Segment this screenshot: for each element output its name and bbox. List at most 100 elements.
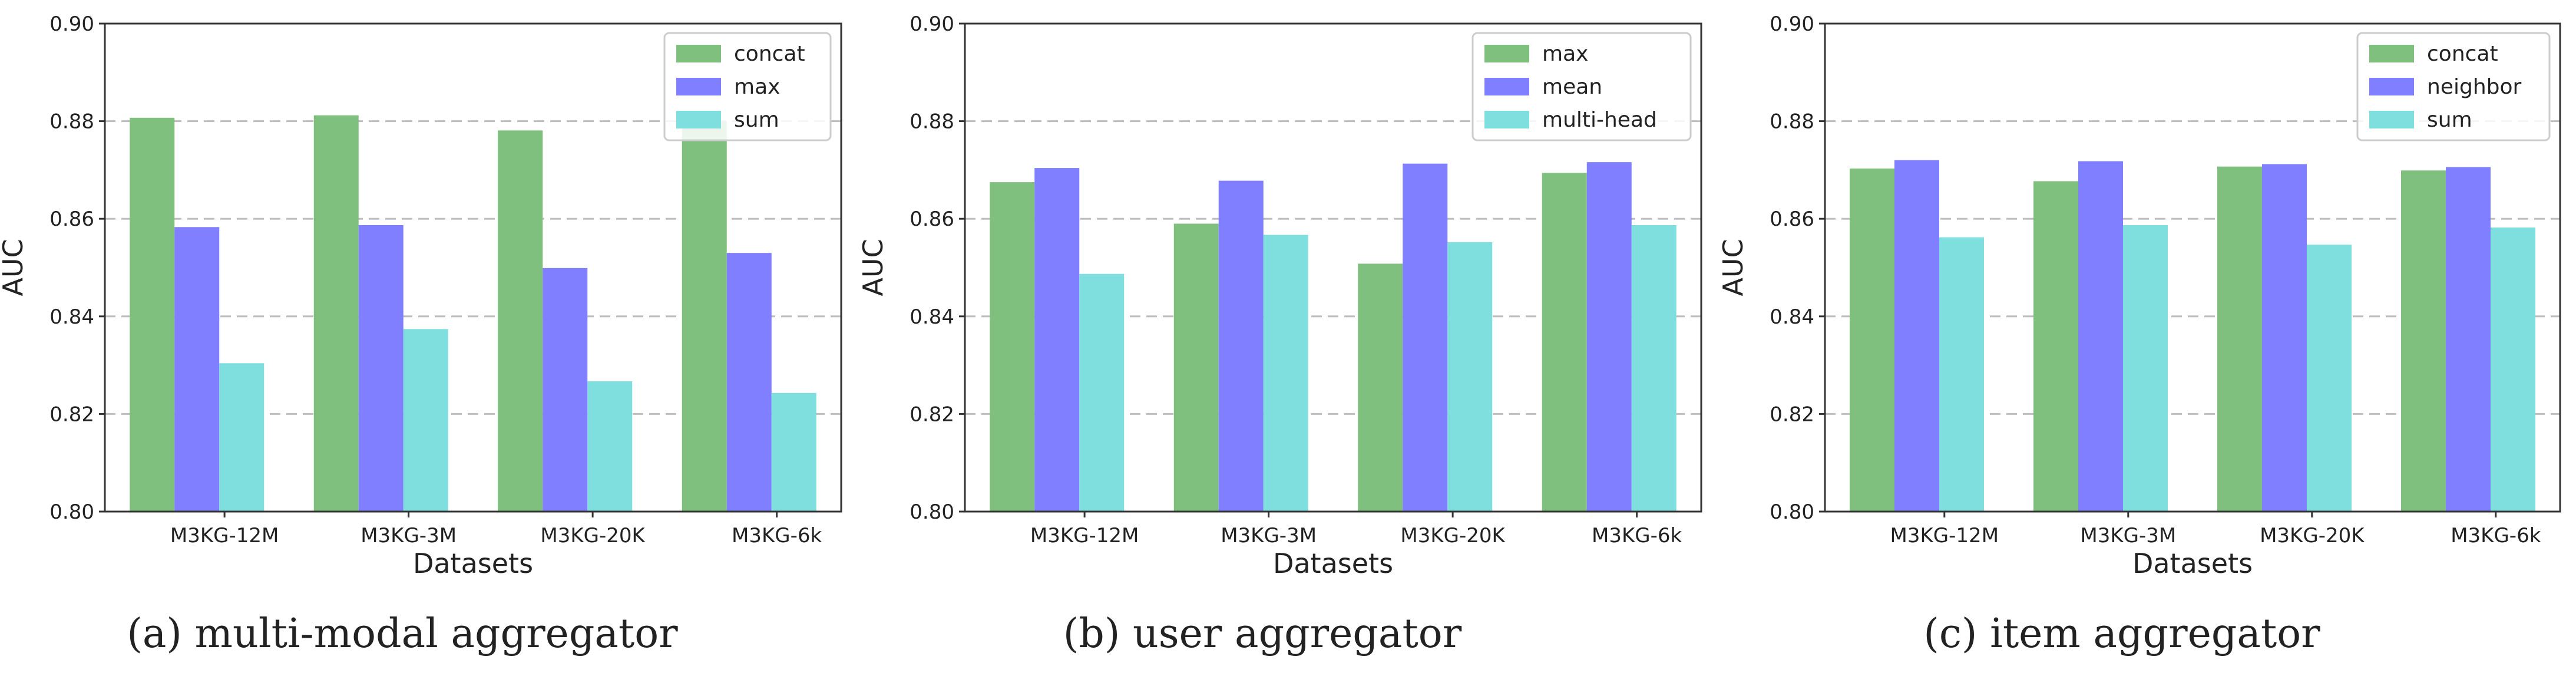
bar-sum-M3KG-20K bbox=[587, 381, 633, 512]
x-tick-label: M3KG-3M bbox=[1221, 524, 1317, 548]
y-tick-label: 0.86 bbox=[910, 207, 954, 231]
bar-sum-M3KG-12M bbox=[1939, 237, 1984, 512]
legend-label-neighbor: neighbor bbox=[2427, 75, 2522, 99]
bar-multi-head-M3KG-20K bbox=[1447, 242, 1493, 512]
y-tick-label: 0.84 bbox=[910, 305, 954, 329]
bar-mean-M3KG-12M bbox=[1034, 168, 1080, 512]
bar-mean-M3KG-6k bbox=[1586, 162, 1632, 512]
y-tick-label: 0.82 bbox=[1770, 403, 1814, 426]
x-axis-title: Datasets bbox=[413, 548, 533, 579]
bar-concat-M3KG-12M bbox=[130, 117, 175, 512]
legend-swatch-max bbox=[676, 78, 721, 95]
y-tick-label: 0.90 bbox=[910, 12, 954, 36]
chart-panel-2: 0.80 0.82 0.84 0.86 0.88 0.90 M3KG-12M M3KG-3M M… bbox=[857, 12, 1702, 657]
x-tick-label: M3KG-20K bbox=[540, 524, 646, 548]
x-tick-label: M3KG-3M bbox=[361, 524, 457, 548]
bar-concat-M3KG-6k bbox=[682, 121, 727, 512]
bar-sum-M3KG-12M bbox=[219, 363, 264, 512]
y-tick-label: 0.80 bbox=[910, 500, 954, 524]
y-tick-label: 0.84 bbox=[1770, 305, 1814, 329]
plot-frame bbox=[104, 22, 842, 513]
legend-label-concat: concat bbox=[2427, 42, 2498, 66]
y-tick-label: 0.86 bbox=[49, 207, 94, 231]
bar-mean-M3KG-20K bbox=[1403, 163, 1448, 512]
legend-swatch-sum bbox=[2369, 111, 2414, 128]
bar-mean-M3KG-3M bbox=[1218, 180, 1264, 512]
legend-label-mean: mean bbox=[1542, 75, 1602, 99]
bar-max-M3KG-20K bbox=[543, 268, 588, 512]
x-tick-label: M3KG-20K bbox=[2260, 524, 2365, 548]
bar-concat-M3KG-3M bbox=[2033, 181, 2078, 512]
bar-sum-M3KG-6k bbox=[771, 393, 816, 512]
bar-concat-M3KG-12M bbox=[1850, 168, 1894, 512]
panel-caption: (b) user aggregator bbox=[1063, 611, 1462, 657]
chart-panel-1: 0.80 0.82 0.84 0.86 0.88 0.90 M3KG-12M M3KG-3M M… bbox=[0, 12, 842, 657]
plot-frame bbox=[964, 22, 1702, 513]
legend-label-max: max bbox=[1542, 42, 1588, 66]
x-tick-label: M3KG-20K bbox=[1400, 524, 1506, 548]
legend-label-multi-head: multi-head bbox=[1542, 108, 1657, 132]
y-tick-label: 0.80 bbox=[49, 500, 94, 524]
y-tick-label: 0.82 bbox=[49, 403, 94, 426]
panel-caption: (c) item aggregator bbox=[1923, 611, 2320, 657]
legend-swatch-neighbor bbox=[2369, 78, 2414, 95]
bar-neighbor-M3KG-20K bbox=[2262, 164, 2307, 512]
panel-caption: (a) multi-modal aggregator bbox=[127, 611, 678, 657]
bar-sum-M3KG-3M bbox=[403, 329, 448, 512]
y-tick-label: 0.90 bbox=[1770, 12, 1814, 36]
bar-max-M3KG-6k bbox=[1542, 173, 1587, 512]
bar-max-M3KG-12M bbox=[990, 182, 1035, 512]
x-tick-label: M3KG-6k bbox=[1592, 524, 1682, 548]
bar-max-M3KG-3M bbox=[1173, 223, 1219, 512]
y-tick-label: 0.90 bbox=[49, 12, 94, 36]
legend-swatch-sum bbox=[676, 111, 721, 128]
bar-concat-M3KG-20K bbox=[2217, 166, 2262, 512]
x-tick-label: M3KG-12M bbox=[1030, 524, 1139, 548]
bar-multi-head-M3KG-6k bbox=[1631, 225, 1676, 512]
y-tick-label: 0.88 bbox=[49, 110, 94, 134]
bar-neighbor-M3KG-6k bbox=[2446, 167, 2491, 512]
y-tick-label: 0.84 bbox=[49, 305, 94, 329]
y-tick-label: 0.86 bbox=[1770, 207, 1814, 231]
y-axis-title: AUC bbox=[857, 239, 889, 296]
bar-sum-M3KG-20K bbox=[2307, 245, 2352, 512]
bar-concat-M3KG-6k bbox=[2401, 170, 2446, 512]
bar-concat-M3KG-3M bbox=[313, 115, 359, 512]
y-axis-title: AUC bbox=[1717, 239, 1749, 296]
bar-neighbor-M3KG-3M bbox=[2078, 161, 2123, 512]
legend-label-concat: concat bbox=[734, 42, 805, 66]
legend-swatch-concat bbox=[676, 45, 721, 62]
bar-sum-M3KG-3M bbox=[2123, 225, 2168, 512]
x-tick-label: M3KG-12M bbox=[170, 524, 279, 548]
legend-label-sum: sum bbox=[734, 108, 779, 132]
bar-max-M3KG-20K bbox=[1358, 263, 1403, 512]
x-tick-label: M3KG-12M bbox=[1890, 524, 1999, 548]
y-axis-title: AUC bbox=[0, 239, 29, 296]
bar-multi-head-M3KG-3M bbox=[1263, 235, 1308, 512]
plot-frame bbox=[1824, 22, 2561, 513]
y-tick-label: 0.82 bbox=[910, 403, 954, 426]
x-tick-label: M3KG-6k bbox=[2451, 524, 2541, 548]
legend-label-sum: sum bbox=[2427, 108, 2472, 132]
x-tick-label: M3KG-3M bbox=[2080, 524, 2176, 548]
y-tick-label: 0.80 bbox=[1770, 500, 1814, 524]
chart-panel-3: 0.80 0.82 0.84 0.86 0.88 0.90 M3KG-12M M3KG-3M M… bbox=[1717, 12, 2561, 657]
bar-max-M3KG-3M bbox=[358, 225, 404, 512]
legend-swatch-max bbox=[1484, 45, 1529, 62]
x-axis-title: Datasets bbox=[2132, 548, 2253, 579]
x-axis-title: Datasets bbox=[1273, 548, 1393, 579]
legend-swatch-multi-head bbox=[1484, 111, 1529, 128]
x-tick-label: M3KG-6k bbox=[732, 524, 822, 548]
bar-neighbor-M3KG-12M bbox=[1894, 160, 1939, 512]
legend-label-max: max bbox=[734, 75, 780, 99]
legend-swatch-concat bbox=[2369, 45, 2414, 62]
legend-swatch-mean bbox=[1484, 78, 1529, 95]
bar-concat-M3KG-20K bbox=[498, 130, 543, 512]
bar-max-M3KG-12M bbox=[174, 227, 220, 512]
bar-max-M3KG-6k bbox=[726, 253, 772, 512]
y-tick-label: 0.88 bbox=[910, 110, 954, 134]
bar-sum-M3KG-6k bbox=[2491, 227, 2535, 512]
bar-multi-head-M3KG-12M bbox=[1079, 273, 1125, 512]
y-tick-label: 0.88 bbox=[1770, 110, 1814, 134]
